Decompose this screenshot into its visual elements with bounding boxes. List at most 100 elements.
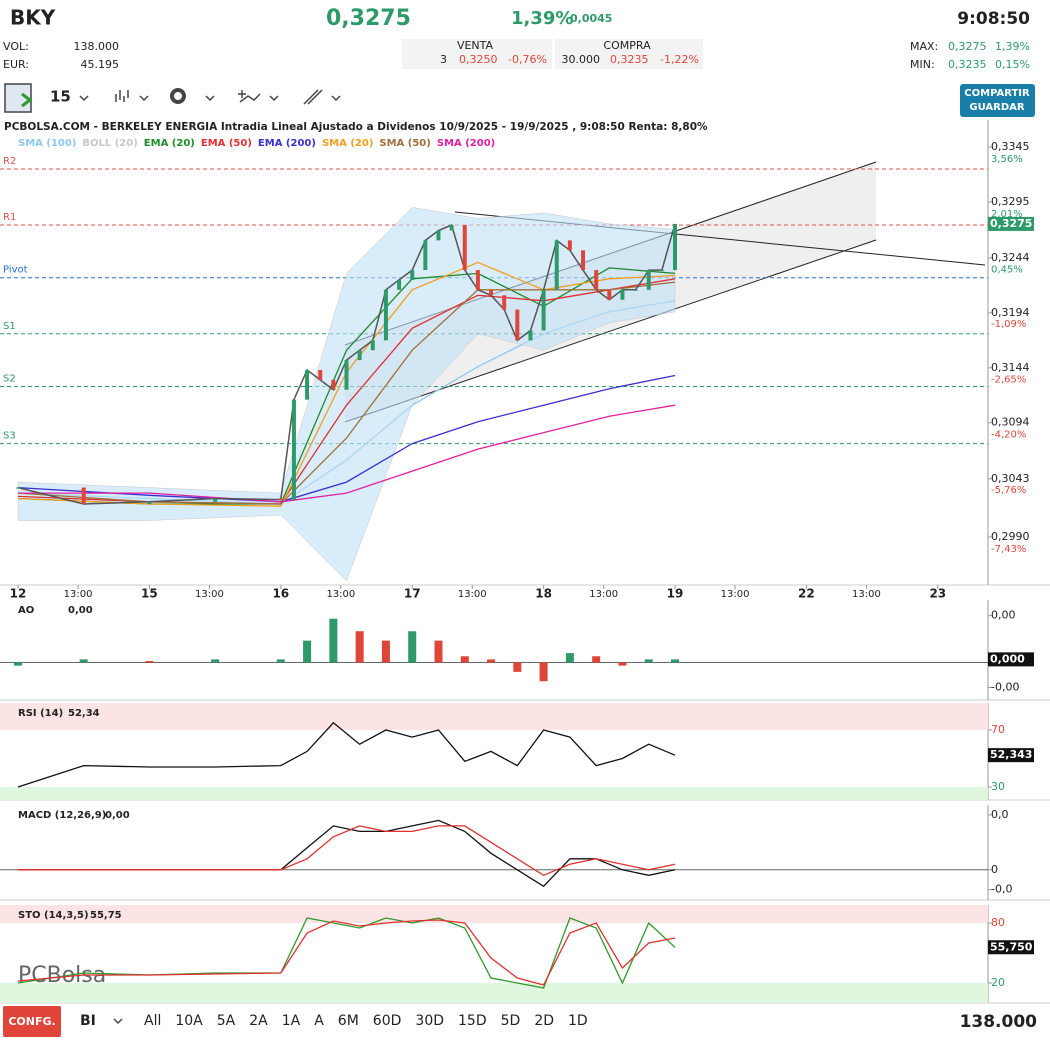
candle [502, 295, 507, 310]
venta-label: VENTA [457, 39, 494, 52]
panel-title: MACD (12,26,9) [18, 810, 106, 821]
legend-entry: SMA (20) [322, 138, 373, 149]
save-label[interactable]: GUARDAR [969, 102, 1025, 113]
price-line [17, 223, 676, 505]
range-button[interactable]: 2D [534, 1013, 554, 1029]
pen-icon[interactable] [303, 89, 323, 105]
y-tick-label: 0,2990 [991, 530, 1030, 543]
range-button[interactable]: 5A [217, 1013, 236, 1029]
compra-pct: -1,22% [660, 53, 699, 66]
y-tick-label: 0,3244 [991, 251, 1030, 264]
last-value-label: 0,3275 [990, 217, 1032, 230]
eur-label: EUR: [3, 58, 29, 71]
y2-tick-label: -5,76% [991, 485, 1026, 496]
ao-bar [539, 662, 548, 682]
indicator-line [17, 721, 676, 788]
x-tick-label: 13:00 [64, 589, 93, 600]
candle [528, 330, 533, 341]
range-button[interactable]: 2A [249, 1013, 268, 1029]
x-tick-label: 22 [798, 587, 815, 601]
candle [318, 370, 323, 380]
level-label: S3 [3, 431, 16, 442]
bollinger-band [17, 207, 676, 582]
max-label: MAX: [910, 40, 938, 53]
settings-icon[interactable] [170, 88, 186, 104]
last-value-label: 55,750 [990, 940, 1033, 953]
legend-entry: BOLL (20) [82, 138, 137, 149]
range-button[interactable]: 10A [175, 1013, 203, 1029]
chevrons[interactable] [79, 95, 341, 102]
range-button[interactable]: 15D [458, 1013, 487, 1029]
candle [16, 487, 21, 489]
indicator-line [17, 917, 676, 989]
range-button[interactable]: All [144, 1013, 161, 1029]
compra-qty: 30.000 [562, 53, 601, 66]
share-label[interactable]: COMPARTIR [964, 88, 1030, 99]
candle [305, 370, 310, 400]
range-button[interactable]: 5D [501, 1013, 521, 1029]
last-value-badge [988, 748, 1034, 763]
ao-bar [145, 660, 154, 663]
range-button[interactable]: 1D [568, 1013, 588, 1029]
candle [554, 240, 559, 290]
mode-chevron[interactable] [113, 1018, 123, 1025]
toolbar [4, 83, 341, 113]
range-button[interactable]: 1A [282, 1013, 301, 1029]
ao-bar [460, 656, 469, 663]
eur: 45.195 [81, 58, 120, 71]
interval[interactable]: 15 [50, 88, 71, 106]
min-label: MIN: [910, 58, 935, 71]
panel-value: 0,00 [105, 810, 130, 821]
candle [370, 340, 375, 351]
share-button[interactable] [960, 84, 1035, 117]
level-label: R2 [3, 156, 16, 167]
y2-tick-label: 0,45% [991, 264, 1023, 275]
ao-bar [487, 659, 496, 663]
y-tick-label: 0,3043 [991, 472, 1030, 485]
range-button[interactable]: 6M [338, 1013, 359, 1029]
candle [449, 225, 454, 231]
footer-volume: 138.000 [960, 1012, 1038, 1032]
change-pct: 1,39% [511, 8, 573, 29]
x-tick-label: 23 [929, 587, 946, 601]
range-button[interactable]: 30D [415, 1013, 444, 1029]
min-pct: 0,15% [995, 58, 1030, 71]
x-tick-label: 13:00 [458, 589, 487, 600]
ticker: BKY [10, 6, 56, 30]
range-button[interactable]: 60D [373, 1013, 402, 1029]
config-button[interactable] [3, 1006, 61, 1037]
candle [594, 270, 599, 290]
chart-title: PCBOLSA.COM - BERKELEY ENERGIA Intradia … [4, 121, 708, 133]
ao-bar [14, 662, 23, 666]
draw-icon[interactable] [238, 90, 261, 103]
candle [515, 309, 520, 341]
x-tick-label: 13:00 [852, 589, 881, 600]
candle [147, 501, 152, 505]
candle [489, 289, 494, 296]
y-tick-label: 0,3094 [991, 416, 1030, 429]
bars-icon[interactable] [115, 90, 129, 102]
ao-bar [644, 659, 653, 663]
venta-qty: 3 [440, 53, 447, 66]
candle [81, 487, 86, 505]
oversold-zone [0, 983, 988, 1003]
config-label[interactable]: CONFG. [8, 1015, 55, 1028]
mode[interactable]: BI [80, 1013, 96, 1029]
ao-bar [276, 659, 285, 663]
y2-tick-label: -2,65% [991, 374, 1026, 385]
y2-tick-label: 3,56% [991, 154, 1023, 165]
last-value-badge [988, 652, 1034, 667]
vol: 138.000 [74, 40, 120, 53]
ao-bar [618, 662, 627, 666]
y2-tick-label: -7,43% [991, 544, 1026, 555]
range-button[interactable]: A [314, 1013, 324, 1029]
ao-bar [211, 659, 220, 663]
overbought-zone [0, 703, 988, 730]
y2-tick-label: 2,01% [991, 209, 1023, 220]
y-tick-label: 0,3194 [991, 306, 1030, 319]
indicator-line [18, 825, 676, 877]
candle [620, 289, 625, 300]
legend-entry: SMA (50) [379, 138, 430, 149]
indicator-line [17, 919, 676, 986]
venta-pct: -0,76% [508, 53, 547, 66]
